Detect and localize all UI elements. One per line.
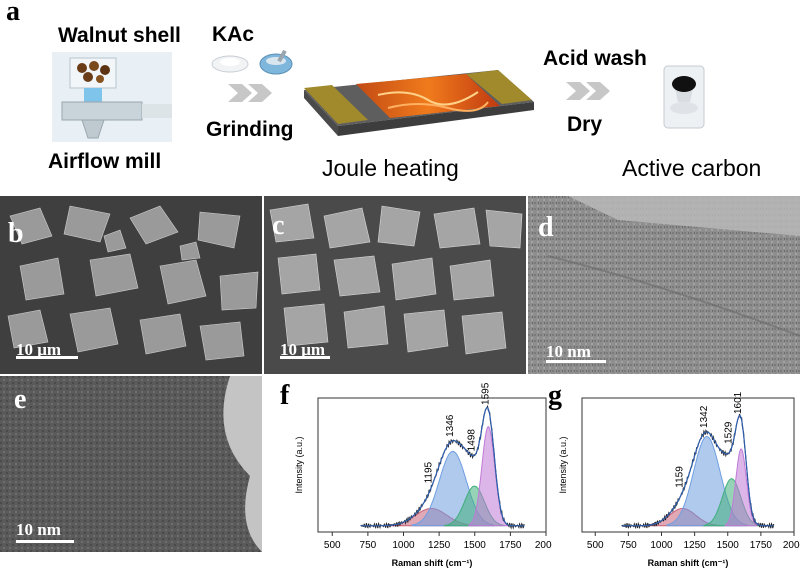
scale-bar-d [546, 360, 606, 363]
peak-fit-1601 [724, 448, 758, 527]
x-tick-label: 1750 [499, 540, 522, 551]
panel-f-letter: f [280, 380, 290, 411]
x-tick-label: 2000 [783, 540, 800, 551]
scale-label-d: 10 nm [546, 342, 591, 361]
scale-label-b: 10 μm [16, 340, 62, 359]
x-tick-label: 500 [587, 540, 604, 551]
grinding-arrow-icon [228, 84, 272, 102]
joule-heating-illustration [304, 70, 534, 136]
x-tick-label: 1750 [750, 540, 773, 551]
x-tick-label: 500 [324, 540, 341, 551]
peak-label: 1529 [724, 421, 735, 444]
acid-wash-arrow-icon [566, 82, 610, 100]
x-axis-label: Raman shift (cm⁻¹) [648, 558, 729, 568]
dry-label: Dry [567, 113, 603, 136]
x-tick-label: 750 [620, 540, 637, 551]
x-tick-label: 1000 [650, 540, 673, 551]
x-tick-label: 750 [360, 540, 377, 551]
panel-d-letter: d [538, 212, 554, 243]
scale-bar-e [16, 540, 74, 543]
panel-e-letter: e [14, 384, 27, 415]
scale-bar-b [16, 356, 78, 359]
active-carbon-label: Active carbon [622, 155, 762, 181]
joule-heating-label: Joule heating [322, 155, 459, 181]
sem-image-c [264, 196, 526, 374]
peak-label: 1195 [423, 461, 434, 483]
peak-label: 1595 [480, 382, 491, 405]
tem-image-e [0, 376, 262, 552]
acid-wash-label: Acid wash [543, 47, 647, 70]
x-tick-label: 1250 [684, 540, 707, 551]
scale-label-c: 10 μm [280, 340, 326, 359]
peak-label: 1601 [733, 391, 744, 414]
x-tick-label: 1250 [428, 540, 451, 551]
panel-g-letter: g [548, 380, 562, 411]
fit-envelope [360, 406, 525, 527]
tem-image-d [528, 196, 800, 374]
panel-c-letter: c [272, 210, 285, 241]
peak-label: 1498 [466, 429, 477, 452]
y-axis-label: Intensity (a.u.) [294, 436, 304, 493]
y-axis-label: Intensity (a.u.) [558, 436, 568, 493]
panel-b-letter: b [8, 218, 24, 249]
raman-chart-f: 500 750 1000 1250 1500 1750 2000 Raman shift (c… [294, 382, 552, 568]
plot-frame [581, 397, 795, 533]
kac-label: KAc [212, 23, 255, 46]
peak-label: 1346 [445, 414, 456, 437]
panel-a-letter: a [6, 0, 20, 27]
active-carbon-vial [663, 65, 705, 129]
x-tick-label: 2000 [535, 540, 552, 551]
airflow-mill-illustration [52, 52, 172, 142]
x-axis-label: Raman shift (cm⁻¹) [392, 558, 473, 568]
airflow-mill-label: Airflow mill [48, 150, 162, 173]
walnut-shell-label: Walnut shell [58, 24, 181, 47]
scale-label-e: 10 nm [16, 520, 61, 539]
grinding-label: Grinding [206, 118, 294, 141]
x-tick-label: 1500 [717, 540, 740, 551]
sem-image-b [0, 196, 262, 374]
peak-label: 1159 [675, 466, 686, 488]
x-tick-label: 1000 [392, 540, 415, 551]
x-tick-label: 1500 [464, 540, 487, 551]
plot-frame [317, 397, 547, 533]
fit-envelope [621, 414, 775, 527]
kac-powder-icon [211, 50, 293, 75]
peak-label: 1342 [699, 405, 710, 428]
raman-chart-g: 500 750 1000 1250 1500 1750 2000 Raman shift (c… [558, 391, 800, 568]
scale-bar-c [280, 356, 330, 359]
